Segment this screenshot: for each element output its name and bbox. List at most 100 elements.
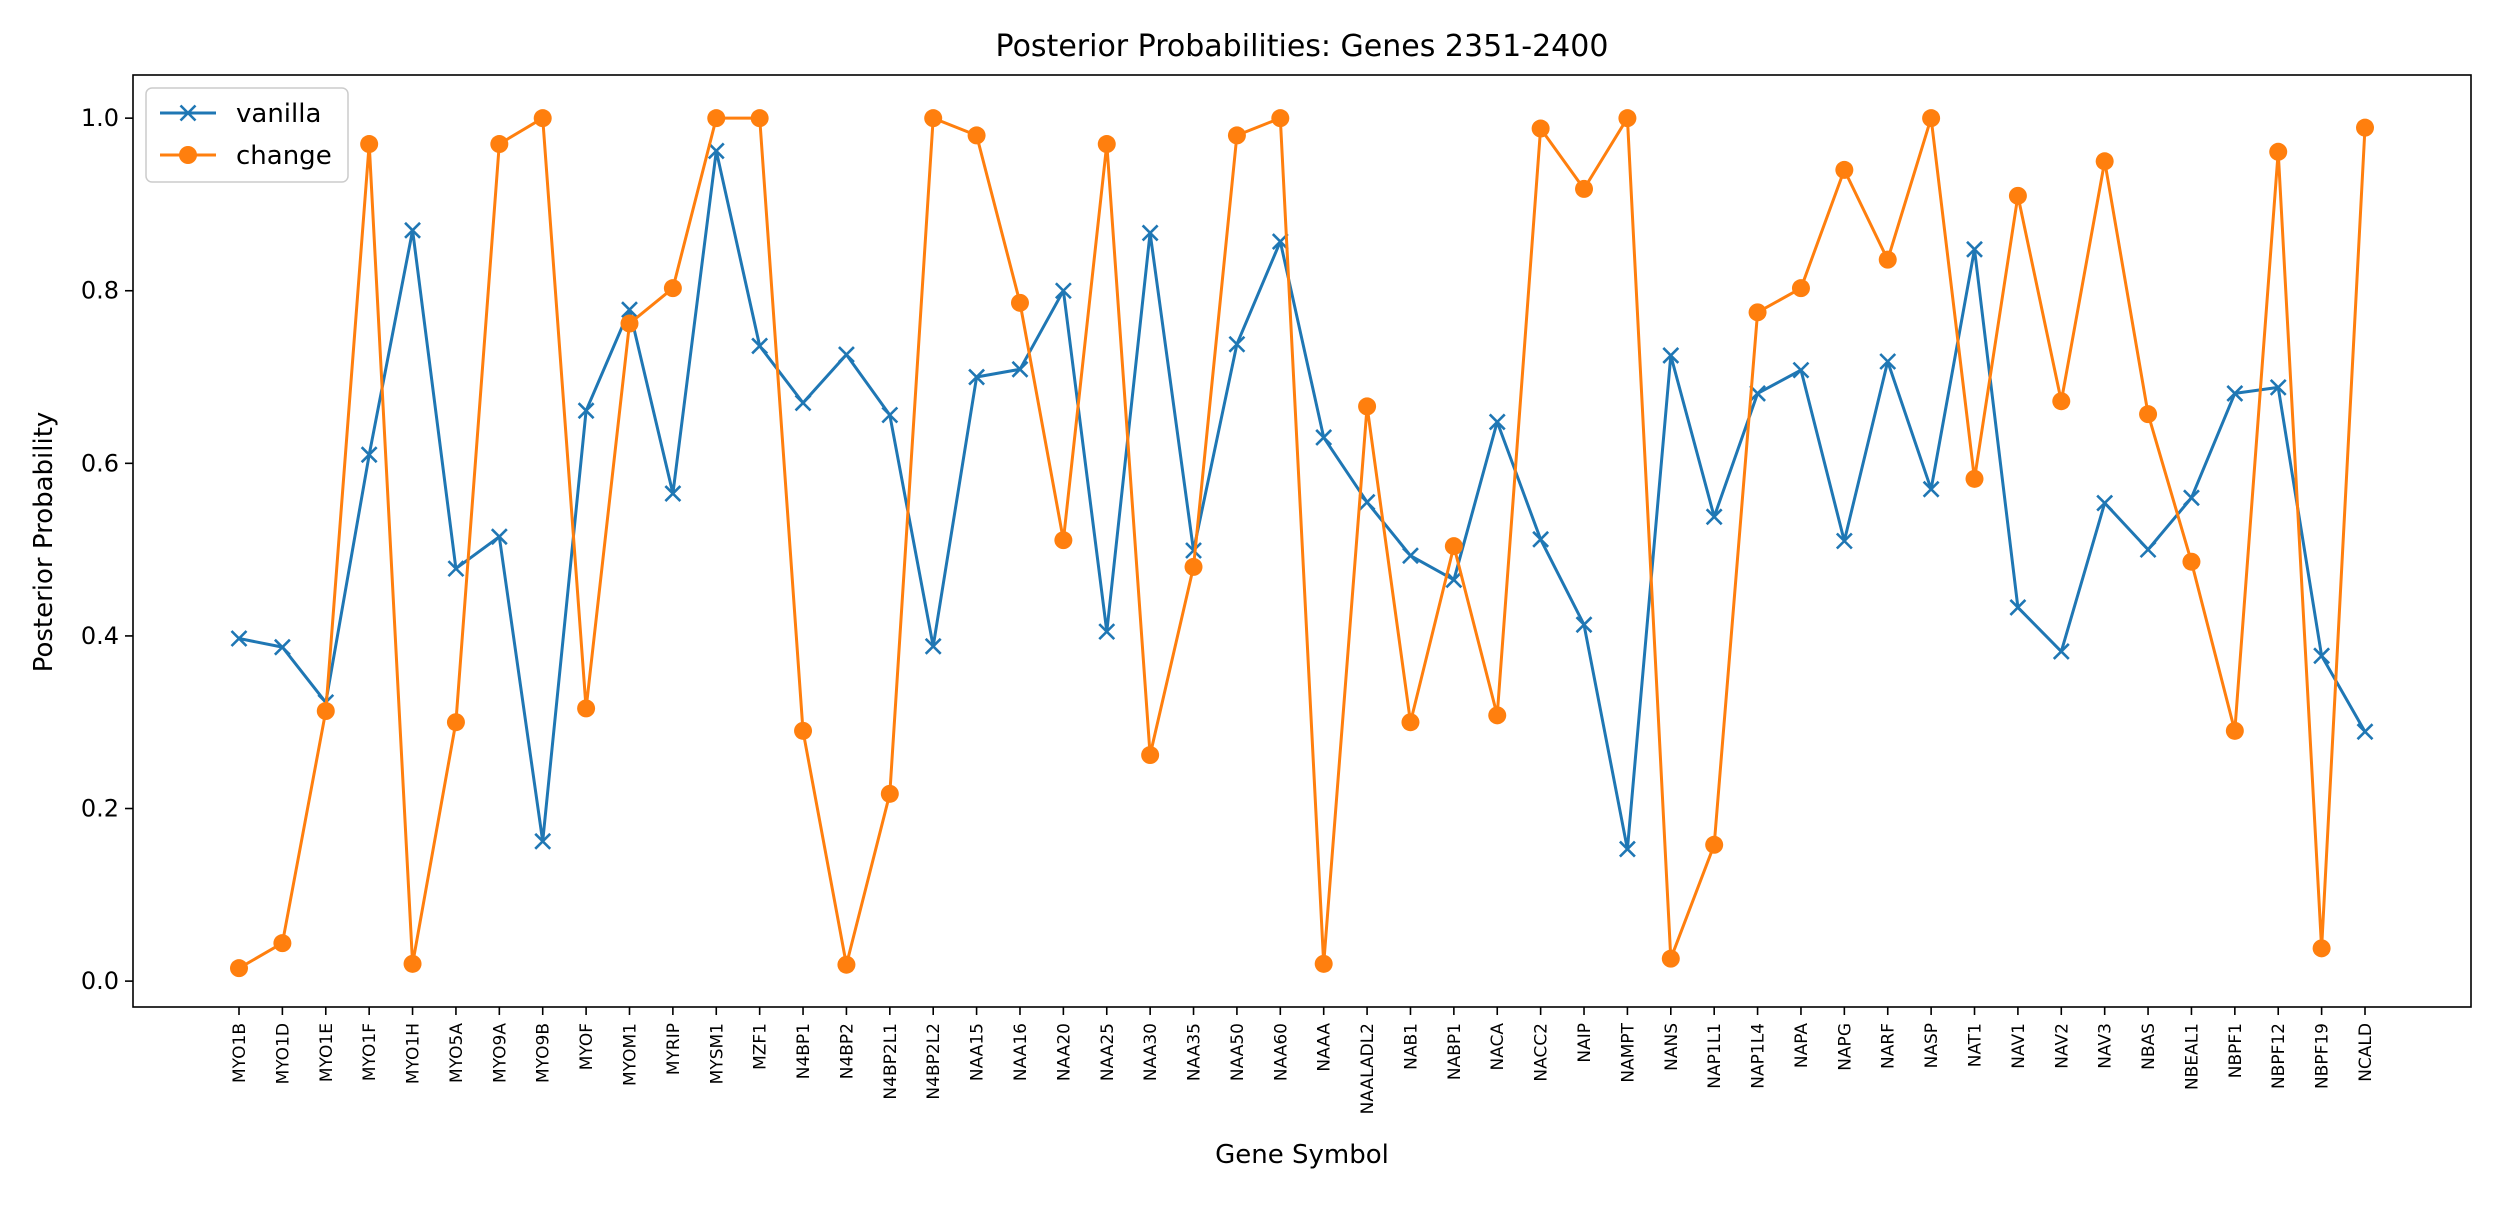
data-point-vanilla	[273, 638, 291, 656]
x-tick-label: MYO9A	[490, 1023, 510, 1083]
data-point-change	[794, 721, 813, 740]
data-point-vanilla	[751, 337, 769, 355]
plot-area-frame	[132, 74, 2472, 1008]
data-point-vanilla	[1488, 413, 1506, 431]
x-tick-label: NASP	[1922, 1023, 1942, 1068]
y-tick-label: 0.2	[81, 795, 119, 823]
x-tick-label: N4BP2L1	[881, 1023, 901, 1100]
legend-label-change: change	[236, 141, 332, 171]
data-point-change	[620, 314, 639, 333]
data-point-change	[880, 784, 899, 803]
data-point-change	[1141, 746, 1160, 765]
data-point-change	[2312, 939, 2331, 958]
data-point-vanilla	[2183, 489, 2200, 507]
data-point-vanilla	[230, 630, 248, 647]
data-point-vanilla	[1445, 571, 1463, 589]
x-tick-label: NAA15	[968, 1023, 988, 1081]
data-point-change	[707, 109, 726, 128]
x-tick-label: MYO1B	[230, 1023, 250, 1083]
y-tick-label: 0.4	[81, 622, 119, 650]
data-point-vanilla	[1662, 347, 1680, 364]
data-point-vanilla	[1966, 240, 1983, 258]
data-point-vanilla	[1185, 542, 1202, 559]
data-point-change	[1314, 954, 1333, 973]
data-point-change	[1618, 109, 1637, 128]
data-point-change	[2095, 152, 2114, 171]
data-point-vanilla	[404, 221, 421, 239]
data-point-vanilla	[794, 394, 812, 412]
data-point-change	[2269, 142, 2288, 161]
data-point-change	[1878, 250, 1897, 269]
data-point-vanilla	[1835, 532, 1853, 550]
x-tick-label: NBEAL1	[2182, 1023, 2202, 1090]
y-tick-label: 0.0	[81, 967, 119, 995]
data-point-vanilla	[664, 485, 682, 502]
data-point-change	[1097, 135, 1116, 154]
data-point-change	[1488, 706, 1507, 725]
x-tick-label: MYO1F	[360, 1023, 380, 1081]
x-tick-label: NBPF1	[2226, 1023, 2246, 1078]
data-point-change	[1661, 949, 1680, 968]
x-tick-label: MYRIP	[664, 1023, 684, 1075]
data-point-vanilla	[2052, 643, 2070, 660]
data-point-change	[1965, 469, 1984, 488]
data-point-vanilla	[968, 368, 986, 386]
x-tick-label: NAA25	[1098, 1023, 1118, 1081]
legend-marker-change	[179, 146, 197, 164]
data-point-change	[924, 109, 943, 128]
data-point-vanilla	[1315, 429, 1333, 446]
x-tick-label: NBPF12	[2269, 1023, 2289, 1089]
x-tick-label: NAMPT	[1618, 1022, 1638, 1082]
x-tick-label: NAA16	[1011, 1023, 1031, 1081]
x-tick-label: N4BP2	[837, 1023, 857, 1079]
data-point-vanilla	[1792, 361, 1810, 379]
data-point-change	[1401, 713, 1420, 732]
data-point-vanilla	[1879, 353, 1897, 370]
x-tick-label: NARF	[1879, 1023, 1899, 1069]
data-point-vanilla	[1228, 335, 1246, 353]
data-point-change	[360, 135, 379, 154]
data-point-change	[577, 699, 596, 718]
data-point-change	[446, 713, 465, 732]
x-tick-label: MYO1E	[317, 1023, 337, 1082]
data-point-vanilla	[1575, 616, 1593, 634]
data-point-vanilla	[490, 528, 508, 546]
data-point-vanilla	[2139, 541, 2157, 559]
data-point-change	[2052, 392, 2071, 411]
x-tick-label: NAT1	[1966, 1023, 1986, 1067]
data-point-change	[533, 109, 552, 128]
x-tick-label: NAA30	[1141, 1023, 1161, 1081]
y-tick-label: 1.0	[81, 104, 119, 132]
data-point-change	[2225, 721, 2244, 740]
data-point-vanilla	[360, 446, 378, 464]
data-point-change	[1010, 293, 1029, 312]
data-point-change	[837, 955, 856, 974]
data-point-change	[1227, 126, 1246, 145]
legend-marker-vanilla	[179, 104, 197, 122]
data-point-vanilla	[2096, 494, 2114, 512]
data-point-change	[2356, 118, 2374, 137]
x-tick-label: MYO9B	[534, 1023, 554, 1083]
data-point-vanilla	[2269, 378, 2287, 396]
data-point-vanilla	[707, 142, 725, 160]
data-point-change	[1184, 557, 1203, 576]
data-point-change	[403, 954, 422, 973]
data-point-change	[1922, 109, 1941, 128]
data-point-change	[1575, 179, 1594, 198]
data-point-vanilla	[1054, 282, 1072, 300]
data-point-vanilla	[1922, 480, 1940, 498]
x-tick-label: MYO1H	[404, 1023, 424, 1084]
data-point-vanilla	[2356, 723, 2374, 741]
x-tick-label: MYOF	[577, 1023, 597, 1070]
x-tick-label: NAA60	[1271, 1023, 1291, 1081]
data-point-vanilla	[881, 406, 899, 424]
chart-title: Posterior Probabilities: Genes 2351-2400	[996, 29, 1609, 64]
x-tick-label: NANS	[1662, 1023, 1682, 1071]
data-point-vanilla	[1141, 224, 1159, 242]
x-tick-label: NAP1L4	[1749, 1023, 1769, 1089]
x-tick-label: N4BP2L2	[924, 1023, 944, 1100]
x-tick-label: MYOM1	[620, 1023, 640, 1086]
data-point-change	[663, 279, 682, 298]
